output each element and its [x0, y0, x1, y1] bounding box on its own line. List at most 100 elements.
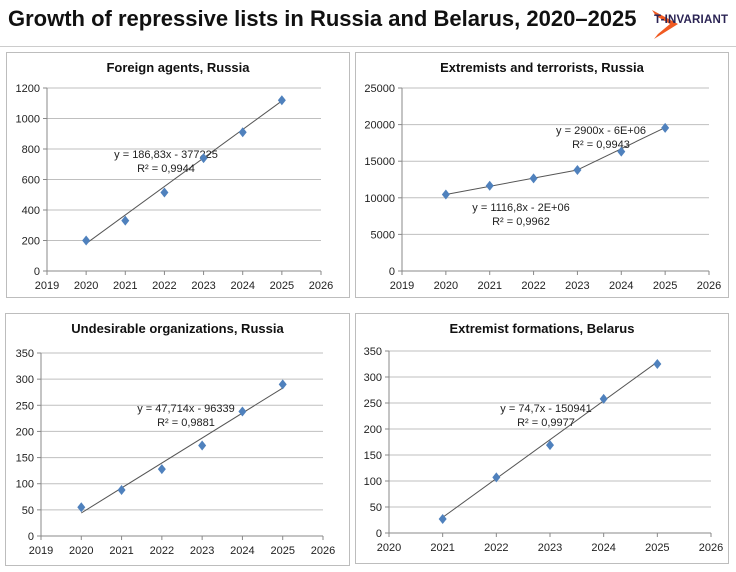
- data-point: [599, 393, 608, 404]
- y-tick-label: 250: [16, 400, 34, 412]
- x-tick-label: 2021: [113, 280, 137, 292]
- x-tick-label: 2020: [434, 280, 458, 292]
- x-tick-label: 2025: [270, 545, 294, 557]
- x-tick-label: 2025: [645, 542, 669, 554]
- x-tick-label: 2025: [270, 280, 294, 292]
- y-tick-label: 350: [16, 348, 34, 360]
- chart-plot: 0 50 100 150 200 250 300 350 2020 2021 2022 2023 202…: [364, 346, 724, 554]
- x-tick-label: 2019: [390, 280, 414, 292]
- data-point: [160, 187, 169, 198]
- x-tick-label: 2026: [309, 280, 333, 292]
- x-tick-label: 2019: [29, 545, 53, 557]
- trendline-r2: R² = 0,9881: [157, 417, 215, 429]
- x-tick-label: 2026: [311, 545, 335, 557]
- data-point: [573, 164, 582, 175]
- y-tick-label: 200: [16, 426, 34, 438]
- trendline-r2: R² = 0,9977: [517, 417, 575, 429]
- y-tick-label: 100: [364, 476, 382, 488]
- trendline-equation: y = 74,7x - 150941: [500, 403, 591, 415]
- data-point: [653, 359, 662, 369]
- data-point: [238, 406, 247, 417]
- data-point: [492, 472, 501, 483]
- y-tick-label: 1000: [16, 114, 40, 126]
- trendline-equation: y = 186,83x - 377225: [114, 149, 218, 161]
- data-point: [117, 484, 126, 495]
- data-point: [157, 464, 166, 475]
- x-tick-label: 2022: [152, 280, 176, 292]
- data-point: [277, 95, 286, 106]
- chart-extremists-terrorists: Extremists and terrorists, Russia 0 5000 1…: [355, 52, 729, 298]
- y-tick-label: 150: [16, 453, 34, 465]
- chart-title: Extremists and terrorists, Russia: [440, 60, 644, 75]
- x-tick-label: 2023: [190, 545, 214, 557]
- chart-plot: 0 200 400 600 800 1000 1200 2019 2020 2021 2022 202…: [16, 83, 334, 292]
- y-tick-label: 50: [22, 505, 34, 517]
- trendline-equation: y = 47,714x - 96339: [137, 403, 235, 415]
- y-tick-label: 0: [389, 266, 395, 278]
- data-point: [661, 122, 670, 133]
- data-point: [238, 127, 247, 138]
- trendline-r2: R² = 0,9943: [572, 139, 630, 151]
- x-tick-label: 2026: [697, 280, 721, 292]
- y-tick-label: 1200: [16, 83, 40, 95]
- header-divider: [0, 46, 736, 47]
- trendline-r2: R² = 0,9944: [137, 163, 195, 175]
- x-tick-label: 2019: [35, 280, 59, 292]
- x-tick-label: 2023: [538, 542, 562, 554]
- data-point: [278, 379, 287, 390]
- data-point: [617, 146, 626, 157]
- y-tick-label: 600: [22, 175, 40, 187]
- chart-title: Extremist formations, Belarus: [449, 321, 635, 336]
- chart-foreign-agents: Foreign agents, Russia 0 200 400 600 800 1000…: [6, 52, 350, 298]
- data-point: [441, 189, 450, 200]
- y-tick-label: 25000: [364, 83, 395, 95]
- data-point: [82, 235, 91, 246]
- x-tick-label: 2020: [69, 545, 93, 557]
- x-tick-label: 2021: [430, 542, 454, 554]
- chart-undesirable-organizations: Undesirable organizations, Russia 0 50 100…: [5, 313, 350, 566]
- trendline-r2: R² = 0,9962: [492, 216, 550, 228]
- x-tick-label: 2024: [230, 545, 254, 557]
- chart-plot: 0 5000 10000 15000 20000 25000 2019 2020 2021 202…: [364, 83, 721, 292]
- y-tick-label: 0: [28, 531, 34, 543]
- data-point: [198, 440, 207, 451]
- y-tick-label: 20000: [364, 120, 395, 132]
- x-tick-label: 2026: [699, 542, 723, 554]
- y-tick-label: 800: [22, 144, 40, 156]
- y-tick-label: 100: [16, 479, 34, 491]
- x-tick-label: 2022: [150, 545, 174, 557]
- trendline-equation: y = 1116,8x - 2E+06: [472, 202, 569, 214]
- y-tick-label: 15000: [364, 156, 395, 168]
- t-invariant-logo: [652, 10, 678, 39]
- trendline-equation: y = 2900x - 6E+06: [556, 125, 646, 137]
- data-point: [121, 215, 130, 226]
- y-tick-label: 0: [34, 266, 40, 278]
- y-tick-label: 300: [364, 372, 382, 384]
- data-point: [529, 173, 538, 184]
- data-point: [546, 440, 554, 451]
- y-tick-label: 150: [364, 450, 382, 462]
- trendline: [85, 100, 283, 244]
- x-tick-label: 2025: [653, 280, 677, 292]
- x-tick-label: 2023: [191, 280, 215, 292]
- chart-title: Foreign agents, Russia: [106, 60, 250, 75]
- x-tick-label: 2021: [477, 280, 501, 292]
- x-tick-label: 2020: [377, 542, 401, 554]
- y-tick-label: 50: [370, 502, 382, 514]
- chart-title: Undesirable organizations, Russia: [71, 321, 284, 336]
- x-tick-label: 2024: [230, 280, 254, 292]
- x-tick-label: 2022: [521, 280, 545, 292]
- logo-text: T-INVARIANT: [654, 14, 729, 26]
- x-tick-label: 2024: [591, 542, 615, 554]
- y-tick-label: 5000: [371, 229, 395, 241]
- y-tick-label: 200: [22, 236, 40, 248]
- y-tick-label: 200: [364, 424, 382, 436]
- y-tick-label: 250: [364, 398, 382, 410]
- data-point: [199, 153, 208, 164]
- chart-extremist-formations-belarus: Extremist formations, Belarus 0 50 100 150 2…: [355, 313, 729, 564]
- x-tick-label: 2020: [74, 280, 98, 292]
- y-tick-label: 350: [364, 346, 382, 358]
- trendline: [445, 169, 578, 195]
- page-title: Growth of repressive lists in Russia and…: [8, 6, 637, 31]
- data-point: [485, 180, 494, 191]
